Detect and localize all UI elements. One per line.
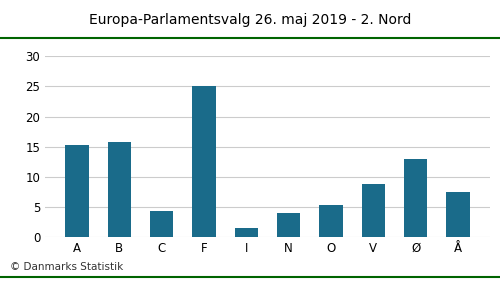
Bar (320, 205, 342, 237)
Bar (446, 192, 470, 237)
Bar (234, 228, 258, 237)
Text: © Danmarks Statistik: © Danmarks Statistik (10, 262, 123, 272)
Bar (277, 213, 300, 237)
Bar (150, 211, 173, 237)
Bar (404, 159, 427, 237)
Bar (108, 142, 131, 237)
Text: Europa-Parlamentsvalg 26. maj 2019 - 2. Nord: Europa-Parlamentsvalg 26. maj 2019 - 2. … (89, 13, 411, 27)
Bar (65, 145, 88, 237)
Bar (362, 184, 385, 237)
Bar (192, 87, 216, 237)
